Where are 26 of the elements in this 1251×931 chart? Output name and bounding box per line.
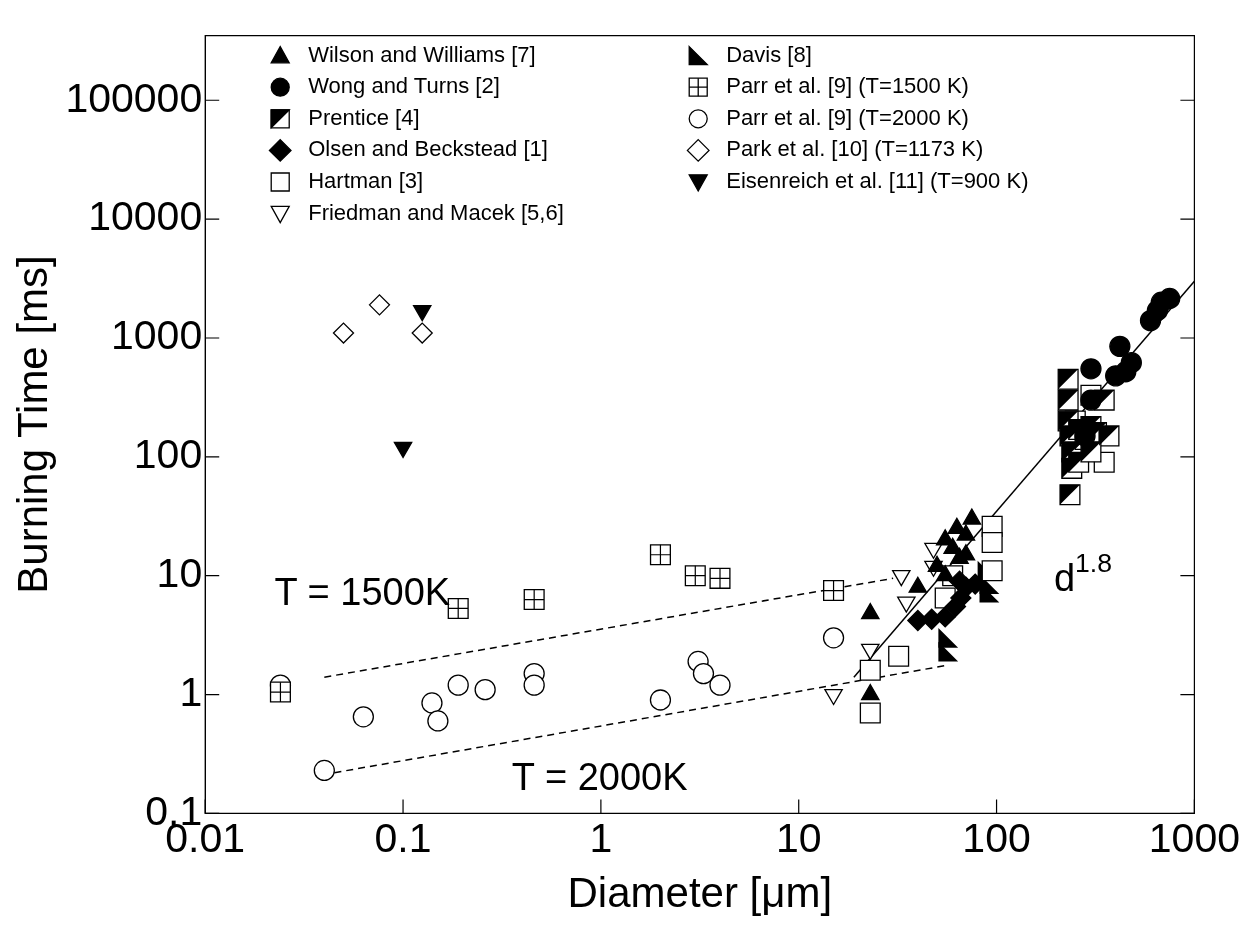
legend-label: Eisenreich et al. [11] (T=900 K) [726,168,1029,194]
y-tick-label: 100000 [65,74,203,121]
annotation: T = 1500K [274,570,451,613]
legend-label: Olsen and Beckstead [1] [308,136,548,162]
y-axis-title: Burning Time [ms] [8,255,56,594]
legend-label: Parr et al. [9] (T=2000 K) [726,104,969,130]
legend-label: Hartman [3] [308,168,424,194]
x-axis-title: Diameter [μm] [567,869,833,917]
y-tick-label: 10000 [88,193,203,240]
y-tick-label: 10 [156,550,203,596]
legend-label: Wilson and Williams [7] [308,41,536,67]
y-tick-label: 100 [133,431,203,478]
legend-label: Prentice [4] [308,104,420,130]
x-tick-label: 1000 [1148,815,1240,862]
x-tick-label: 0.1 [374,815,432,862]
y-tick-label: 1 [179,668,203,715]
y-tick-label: 1000 [110,312,203,359]
legend-label: Park et al. [10] (T=1173 K) [726,136,984,162]
legend-label: Friedman and Macek [5,6] [308,199,564,225]
legend-label: Davis [8] [726,41,812,67]
annotation: T = 2000K [511,756,688,799]
legend-label: Parr et al. [9] (T=1500 K) [726,73,969,99]
legend-label: Wong and Turns [2] [308,73,500,99]
x-tick-label: 10 [775,815,822,862]
x-tick-label: 1 [589,815,613,862]
x-tick-label: 100 [962,815,1031,862]
